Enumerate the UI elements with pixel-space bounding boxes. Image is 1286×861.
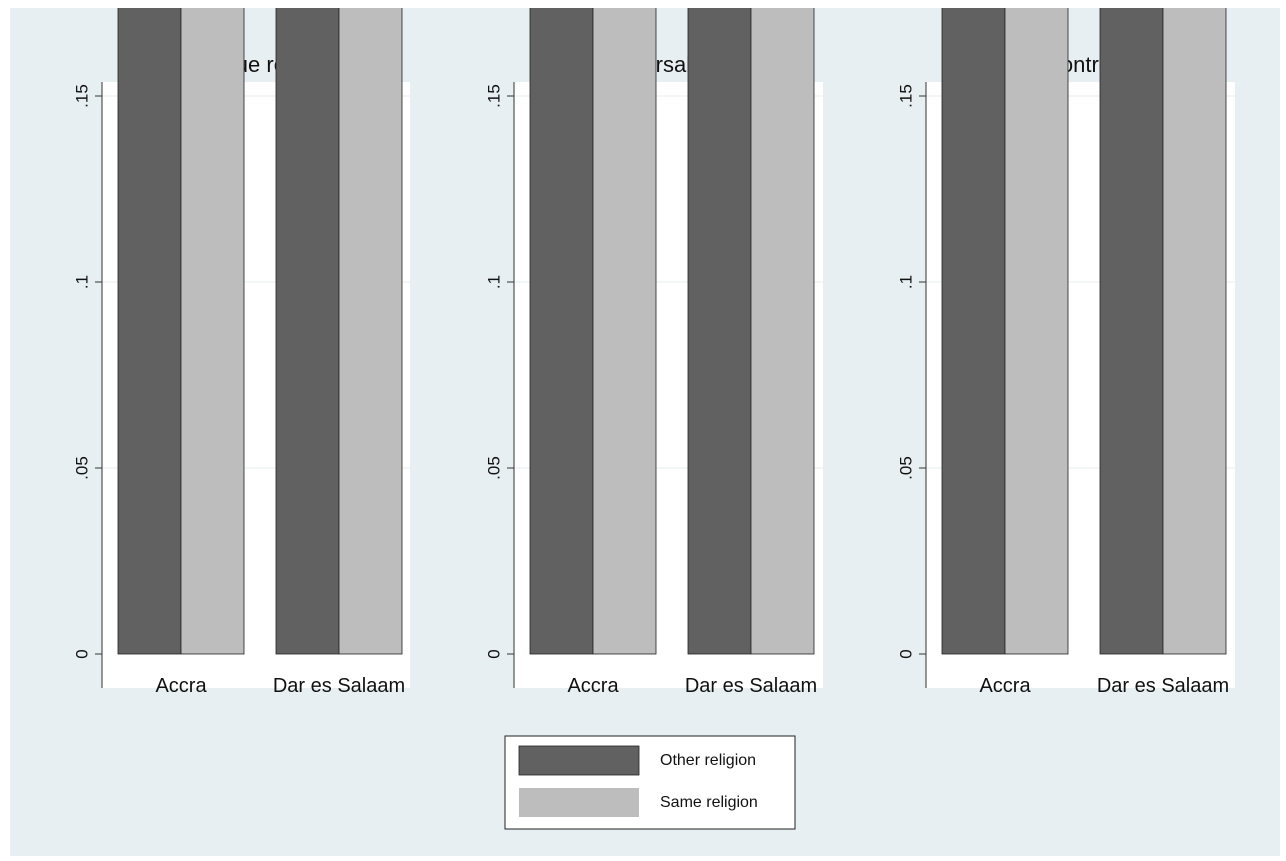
- x-category-label: Accra: [155, 675, 207, 697]
- legend-label: Same religion: [660, 794, 758, 811]
- chart-figure: 0.05.1.15.2.25One true religionAccraDar …: [10, 0, 1280, 856]
- x-category-label: Dar es Salaam: [685, 675, 817, 697]
- x-category-label: Accra: [979, 675, 1031, 697]
- bar: [338, 0, 403, 655]
- x-category-label: Accra: [567, 675, 619, 697]
- bar: [1162, 0, 1227, 655]
- y-tick-label: 0: [484, 649, 503, 658]
- x-category-label: Dar es Salaam: [1097, 675, 1229, 697]
- y-tick-label: .15: [896, 84, 915, 108]
- bar: [529, 0, 594, 655]
- x-category-label: Dar es Salaam: [273, 675, 405, 697]
- y-tick-label: 0: [72, 649, 91, 658]
- y-tick-label: .05: [484, 456, 503, 480]
- bar: [275, 0, 340, 655]
- figure: 0.05.1.15.2.25One true religionAccraDar …: [10, 0, 1280, 856]
- bar: [1004, 0, 1069, 655]
- bar: [117, 0, 182, 655]
- y-tick-label: .1: [484, 275, 503, 289]
- bar: [941, 0, 1006, 655]
- y-tick-label: .15: [484, 84, 503, 108]
- y-tick-label: .1: [72, 275, 91, 289]
- y-tick-label: .1: [896, 275, 915, 289]
- bar: [1099, 0, 1164, 655]
- y-tick-label: 0: [896, 649, 915, 658]
- bar: [687, 0, 752, 655]
- y-tick-label: .05: [896, 456, 915, 480]
- y-tick-label: .15: [72, 84, 91, 108]
- y-tick-label: .05: [72, 456, 91, 480]
- legend-swatch: [519, 788, 639, 817]
- panel-3: 0.05.1.15.2.25ControlAccraDar es Salaam: [896, 0, 1235, 697]
- panel-1: 0.05.1.15.2.25One true religionAccraDar …: [72, 0, 410, 697]
- bar: [592, 0, 657, 655]
- bar: [180, 0, 245, 655]
- legend: Other religion Same religion: [504, 735, 796, 830]
- bar: [750, 0, 815, 655]
- legend-label: Other religion: [660, 752, 756, 769]
- legend-swatch: [518, 745, 640, 776]
